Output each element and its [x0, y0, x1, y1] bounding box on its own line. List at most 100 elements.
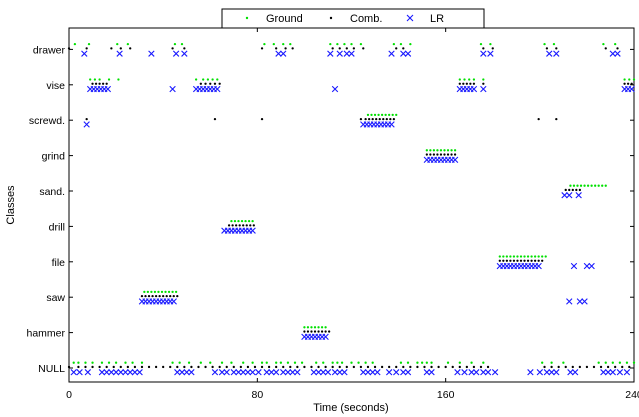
point-comb	[614, 366, 616, 368]
point-comb	[572, 366, 574, 368]
point-lr	[400, 51, 406, 57]
point-ground	[360, 43, 362, 45]
point-comb	[120, 47, 122, 49]
point-ground	[384, 114, 386, 116]
point-comb	[447, 153, 449, 155]
point-ground	[161, 291, 163, 293]
point-ground	[336, 43, 338, 45]
point-ground	[426, 362, 428, 364]
point-comb	[381, 366, 383, 368]
point-lr	[280, 51, 286, 57]
point-ground	[429, 149, 431, 151]
point-comb	[91, 83, 93, 85]
point-ground	[482, 78, 484, 80]
point-comb	[113, 366, 115, 368]
point-ground	[601, 185, 603, 187]
point-comb	[565, 189, 567, 191]
point-lr	[528, 369, 534, 375]
point-ground	[430, 362, 432, 364]
point-comb	[204, 366, 206, 368]
point-comb	[240, 366, 242, 368]
point-comb	[402, 47, 404, 49]
point-lr	[104, 369, 110, 375]
point-ground	[357, 362, 359, 364]
point-comb	[616, 47, 618, 49]
point-comb	[84, 366, 86, 368]
point-ground	[343, 43, 345, 45]
point-lr	[405, 369, 411, 375]
point-comb	[231, 224, 233, 226]
point-ground	[605, 185, 607, 187]
point-ground	[164, 291, 166, 293]
point-comb	[630, 83, 632, 85]
point-ground	[480, 43, 482, 45]
y-tick-label: screwd.	[29, 115, 65, 127]
point-comb	[433, 153, 435, 155]
point-comb	[176, 295, 178, 297]
point-ground	[543, 43, 545, 45]
point-ground	[310, 326, 312, 328]
point-comb	[568, 189, 570, 191]
point-comb	[233, 366, 235, 368]
point-lr	[189, 369, 195, 375]
point-lr	[173, 51, 179, 57]
point-lr	[610, 369, 616, 375]
point-comb	[555, 47, 557, 49]
point-comb	[440, 153, 442, 155]
point-ground	[341, 362, 343, 364]
point-comb	[459, 83, 461, 85]
point-comb	[86, 118, 88, 120]
point-comb	[148, 295, 150, 297]
point-lr	[77, 369, 83, 375]
point-lr	[224, 369, 230, 375]
point-ground	[307, 326, 309, 328]
point-ground	[421, 362, 423, 364]
point-comb	[499, 260, 501, 262]
point-lr	[577, 299, 583, 305]
point-ground	[89, 78, 91, 80]
point-ground	[237, 220, 239, 222]
point-lr	[332, 86, 338, 92]
point-comb	[534, 260, 536, 262]
point-lr	[365, 369, 371, 375]
point-ground	[322, 362, 324, 364]
point-comb	[523, 260, 525, 262]
point-comb	[473, 83, 475, 85]
point-lr	[571, 263, 577, 269]
point-comb	[393, 118, 395, 120]
point-comb	[530, 260, 532, 262]
point-comb	[127, 366, 129, 368]
point-comb	[339, 47, 341, 49]
point-lr	[617, 369, 623, 375]
point-lr	[584, 263, 590, 269]
point-lr	[212, 369, 218, 375]
point-ground	[314, 326, 316, 328]
point-lr	[546, 51, 552, 57]
point-lr	[84, 122, 90, 128]
point-ground	[450, 149, 452, 151]
point-ground	[381, 114, 383, 116]
point-ground	[506, 255, 508, 257]
point-ground	[207, 78, 209, 80]
point-comb	[575, 189, 577, 191]
point-comb	[310, 366, 312, 368]
point-comb	[375, 118, 377, 120]
point-lr	[82, 51, 88, 57]
chart-marks	[68, 43, 635, 375]
point-ground	[230, 362, 232, 364]
point-ground	[527, 255, 529, 257]
point-ground	[98, 78, 100, 80]
point-ground	[530, 255, 532, 257]
point-lr	[400, 369, 406, 375]
point-comb	[628, 366, 630, 368]
point-lr	[215, 86, 221, 92]
point-lr	[256, 369, 262, 375]
point-lr	[337, 51, 343, 57]
point-comb	[68, 366, 70, 368]
point-lr	[481, 86, 487, 92]
point-lr	[360, 369, 366, 375]
point-ground	[534, 255, 536, 257]
point-lr	[344, 51, 350, 57]
point-comb	[565, 366, 567, 368]
point-ground	[91, 362, 93, 364]
